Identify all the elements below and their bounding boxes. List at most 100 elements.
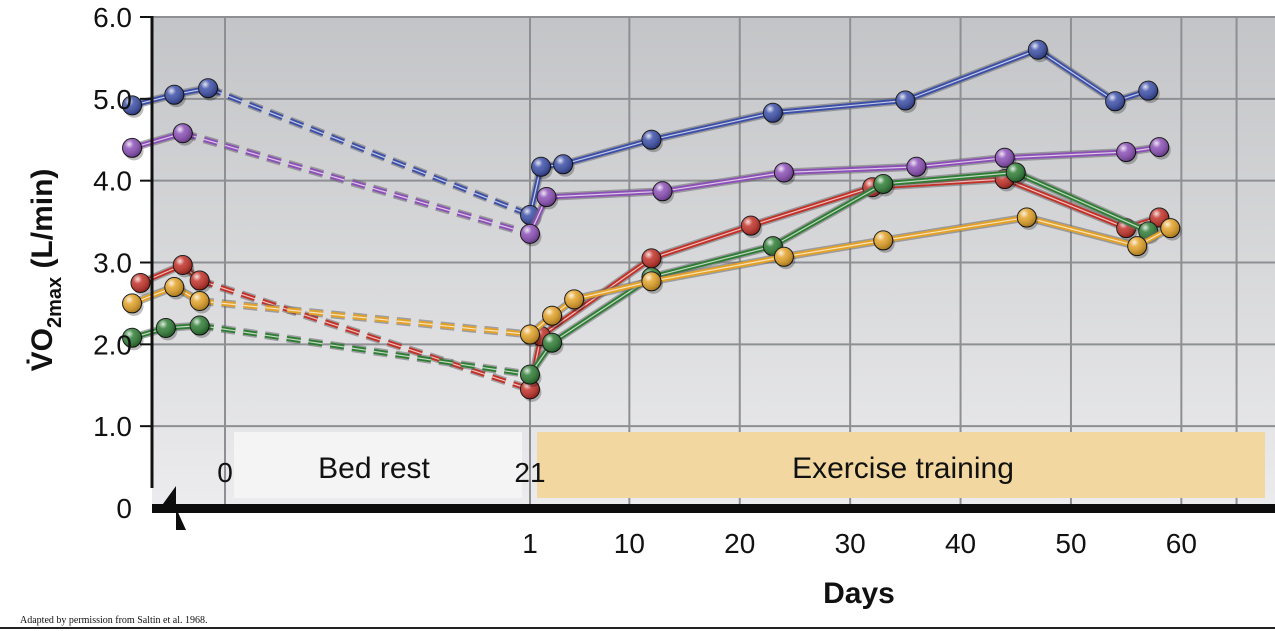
bottom-rule — [0, 627, 1275, 629]
data-point-shine — [542, 306, 562, 326]
series-line-training-highlight — [529, 146, 1160, 235]
data-point-shine — [1160, 218, 1180, 238]
data-point — [122, 327, 144, 351]
data-point — [531, 156, 553, 180]
data-point-shine — [1149, 137, 1169, 157]
data-point — [740, 215, 763, 239]
data-point-shine — [873, 174, 893, 194]
data-point-shine — [173, 255, 193, 275]
x-tick-label-bedrest: 0 — [217, 457, 233, 488]
y-tick-label: 5.0 — [93, 84, 132, 115]
data-point — [189, 290, 212, 314]
data-point-shine — [652, 181, 672, 201]
data-point — [536, 187, 559, 210]
data-point-shine — [122, 328, 142, 348]
x-tick-label-training: 1 — [522, 528, 538, 559]
data-point — [762, 102, 785, 126]
data-point — [1127, 236, 1149, 259]
data-point — [873, 230, 895, 253]
data-point-shine — [531, 157, 551, 177]
data-point — [1160, 218, 1182, 241]
x-tick-label-training: 60 — [1166, 528, 1197, 559]
x-axis-bar — [152, 504, 1275, 513]
data-point — [641, 271, 663, 294]
data-point — [122, 137, 144, 161]
y-tick-label: 4.0 — [93, 166, 132, 197]
data-point-shine — [520, 365, 540, 385]
series-line-bedrest-highlight — [199, 324, 531, 376]
phase-band-training — [537, 432, 1265, 498]
data-point-shine — [173, 123, 193, 143]
data-point — [641, 248, 663, 271]
data-point — [1027, 39, 1050, 63]
data-point — [164, 84, 186, 108]
series-line-bedrest-highlight — [207, 87, 531, 216]
data-point-shine — [1006, 162, 1026, 182]
data-point-shine — [553, 154, 573, 174]
data-point — [641, 129, 663, 153]
tick-labels: 0 1.0 2.0 3.0 4.0 5.0 6.0 0 21 1 10 20 30 40 50 60 Days V… — [26, 2, 1197, 610]
data-point-shine — [564, 289, 584, 309]
axis-break-mark — [160, 486, 186, 530]
series-line-bedrest-highlight — [199, 300, 531, 336]
x-tick-label-training: 50 — [1055, 528, 1086, 559]
data-point — [198, 78, 220, 101]
y-tick-label: 1.0 — [93, 411, 132, 442]
data-point-shine — [1017, 207, 1037, 227]
data-point — [1138, 80, 1160, 104]
data-point-shine — [906, 157, 926, 177]
data-point-shine — [1105, 91, 1125, 111]
series-line-bedrest — [198, 276, 532, 394]
data-point-shine — [537, 187, 557, 207]
x-tick-label-training: 30 — [835, 528, 866, 559]
x-axis-title: Days — [823, 577, 895, 610]
series-line-bedrest — [206, 84, 532, 219]
data-point-shine — [122, 95, 142, 115]
x-tick-label-training: 10 — [614, 528, 645, 559]
data-point — [773, 162, 796, 185]
phase-band-bedrest — [234, 432, 522, 498]
series-line-bedrest — [199, 321, 531, 379]
data-point — [1016, 207, 1039, 230]
data-point — [553, 154, 575, 177]
data-point-shine — [774, 247, 794, 267]
data-point — [189, 270, 212, 294]
data-point-shine — [641, 248, 661, 268]
y-tick-label: 6.0 — [93, 2, 132, 33]
series-line-bedrest — [199, 297, 531, 339]
data-point-shine — [131, 273, 150, 293]
data-point — [652, 181, 674, 204]
data-point-shine — [190, 291, 210, 311]
series-5 — [122, 207, 1182, 348]
data-point-shine — [164, 85, 184, 105]
series-line-training — [526, 175, 1161, 391]
data-point-shine — [190, 316, 210, 336]
phase-label-training: Exercise training — [792, 452, 1014, 485]
y-axis-title-unit: (L/min) — [26, 169, 59, 277]
y-tick-label: 3.0 — [93, 248, 132, 279]
data-point — [520, 324, 542, 348]
data-point — [520, 379, 542, 402]
series-1 — [122, 39, 1160, 228]
data-point — [122, 293, 144, 316]
data-point-shine — [641, 271, 661, 291]
data-point-shine — [1028, 40, 1048, 60]
source-credit: Adapted by permission from Saltin et al.… — [20, 615, 208, 626]
series-line-bedrest — [181, 129, 532, 238]
data-point-shine — [122, 293, 142, 313]
phase-label-bedrest: Bed rest — [318, 452, 430, 485]
data-point-shine — [995, 148, 1015, 168]
data-point-shine — [763, 103, 783, 123]
data-point-shine — [741, 216, 761, 236]
data-point — [189, 315, 212, 339]
data-point-shine — [774, 162, 794, 182]
data-point-shine — [873, 230, 893, 250]
data-point-shine — [520, 379, 540, 399]
data-point — [1116, 142, 1138, 165]
data-point — [1005, 162, 1028, 185]
series-line-bedrest-highlight — [182, 132, 531, 235]
series-line-training-highlight — [529, 178, 1160, 390]
x-tick-label-training: 40 — [945, 528, 976, 559]
series-layer — [122, 39, 1182, 402]
